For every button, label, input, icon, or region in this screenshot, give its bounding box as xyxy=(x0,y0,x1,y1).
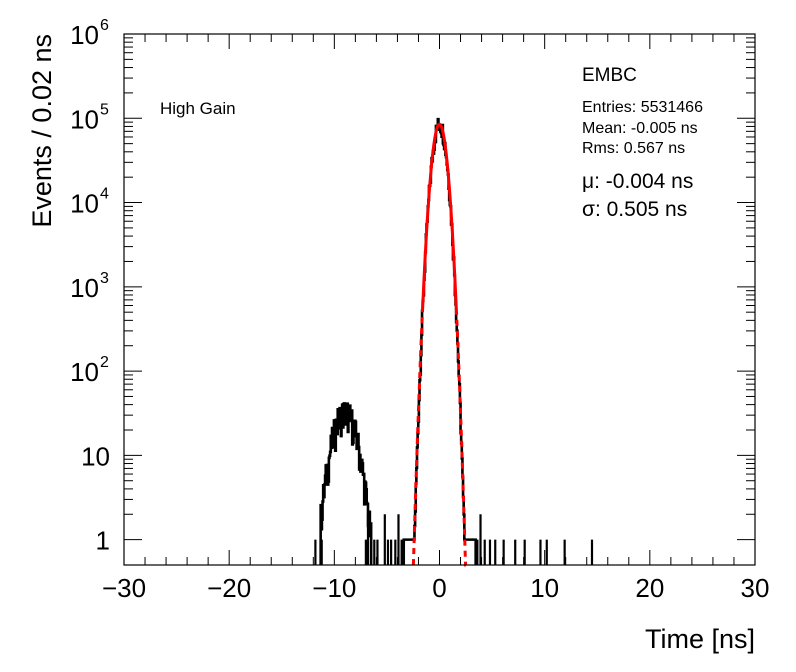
y-tick-base: 10 xyxy=(70,20,99,50)
x-axis-title: Time [ns] xyxy=(645,624,755,654)
y-tick-label: 10 4 xyxy=(70,186,109,219)
gaussian-fit-layer xyxy=(411,122,468,567)
fit-mu: μ: -0.004 ns xyxy=(582,170,694,193)
y-tick-label: 10 5 xyxy=(70,101,109,134)
secondary-peak-histogram xyxy=(319,402,373,565)
y-tick-base: 10 xyxy=(81,441,110,471)
axis-ticks xyxy=(123,33,756,565)
y-tick-exponent: 4 xyxy=(100,186,109,203)
gain-label: High Gain xyxy=(160,99,236,118)
x-tick-label: 10 xyxy=(530,573,559,603)
stats-mean: Mean: -0.005 ns xyxy=(582,120,698,137)
y-tick-base: 10 xyxy=(70,273,99,303)
fit-curve-dashed-right xyxy=(454,308,468,567)
stats-entries: Entries: 5531466 xyxy=(582,99,703,116)
x-tick-label: −20 xyxy=(207,573,251,603)
x-tick-label: −10 xyxy=(312,573,356,603)
x-tick-label: 0 xyxy=(432,573,446,603)
y-tick-exponent: 2 xyxy=(100,354,109,371)
histogram-name: EMBC xyxy=(582,65,637,86)
y-tick-label: 10 6 xyxy=(70,17,109,50)
x-tick-label: 20 xyxy=(635,573,664,603)
y-tick-exponent: 5 xyxy=(100,101,109,118)
fit-sigma: σ: 0.505 ns xyxy=(582,198,688,221)
fit-curve-dashed-left xyxy=(411,306,425,566)
y-tick-base: 10 xyxy=(70,104,99,134)
stats-rms: Rms: 0.567 ns xyxy=(582,140,686,157)
y-tick-label: 10 2 xyxy=(70,354,109,387)
y-tick-label: 10 3 xyxy=(70,270,109,303)
y-tick-label: 10 xyxy=(81,441,110,471)
x-tick-labels: −30 −20 −10 0 10 20 30 xyxy=(102,573,770,603)
y-tick-exponent: 3 xyxy=(100,270,109,287)
x-tick-label: −30 xyxy=(102,573,146,603)
y-tick-base: 1 xyxy=(96,526,110,556)
y-tick-base: 10 xyxy=(70,189,99,219)
y-tick-base: 10 xyxy=(70,357,99,387)
fit-curve-solid xyxy=(421,122,458,309)
x-tick-label: 30 xyxy=(741,573,770,603)
y-axis-title: Events / 0.02 ns xyxy=(27,34,57,228)
histogram-layer xyxy=(314,117,594,565)
y-tick-label: 1 xyxy=(96,526,110,556)
y-tick-exponent: 6 xyxy=(100,17,109,34)
